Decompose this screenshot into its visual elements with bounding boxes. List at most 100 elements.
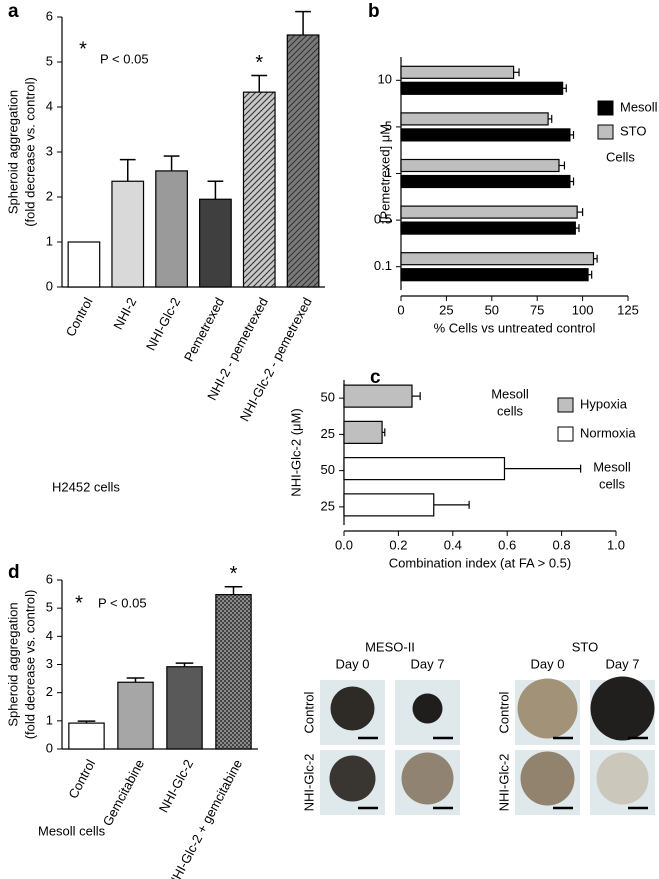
p-value: P < 0.05 xyxy=(98,595,147,610)
row-label: Control xyxy=(496,691,511,733)
annotation: cells xyxy=(497,403,524,418)
significance-star: * xyxy=(79,38,87,60)
x-tick-label: NHI-Glc-2 xyxy=(156,757,196,815)
significance-star: * xyxy=(299,0,307,10)
spheroid xyxy=(412,693,443,724)
significance-star: * xyxy=(255,52,263,74)
x-tick-label: NHI-Glc-2 xyxy=(143,295,183,353)
x-tick-label: NHI-2 xyxy=(110,295,139,332)
bar xyxy=(400,268,589,282)
bar xyxy=(343,420,383,444)
row-label: NHI-Glc-2 xyxy=(496,754,511,812)
group-title: MESO-II xyxy=(365,639,415,654)
panel-letter: c xyxy=(370,367,381,388)
day-label: Day 0 xyxy=(336,656,370,671)
y-tick-label: 25 xyxy=(321,426,335,441)
y-tick-label: 50 xyxy=(321,462,335,477)
bar xyxy=(400,81,564,95)
x-tick-label: 0.4 xyxy=(444,537,462,552)
x-tick-label: 25 xyxy=(439,302,453,317)
x-tick-label: 100 xyxy=(572,302,594,317)
bar xyxy=(343,493,435,517)
day-label: Day 7 xyxy=(606,656,640,671)
y-axis-label: Spheroid aggregation xyxy=(5,602,20,726)
y-tick-label: 0 xyxy=(46,278,53,293)
legend-swatch xyxy=(557,397,574,413)
x-tick-label: 125 xyxy=(617,302,639,317)
x-tick-label: 0 xyxy=(397,302,404,317)
y-tick-label: 0 xyxy=(46,740,53,755)
y-axis-label: Spheroid aggregation xyxy=(5,90,20,214)
bar xyxy=(400,174,571,189)
y-axis-label: (fold decrease vs. control) xyxy=(22,590,37,740)
x-tick-label: 0.2 xyxy=(389,537,407,552)
y-tick-label: 10 xyxy=(378,72,392,87)
x-tick-label: Gemcitabine xyxy=(100,757,148,828)
legend-swatch xyxy=(597,124,614,140)
bar xyxy=(166,666,203,750)
x-tick-label: 0.6 xyxy=(498,537,516,552)
y-tick-label: 2 xyxy=(46,188,53,203)
cell-line-label: H2452 cells xyxy=(52,479,120,494)
day-label: Day 7 xyxy=(411,656,445,671)
day-label: Day 0 xyxy=(531,656,565,671)
y-axis-label: [Pemetrexed] μM xyxy=(377,124,392,223)
y-tick-label: 2 xyxy=(46,684,53,699)
y-tick-label: 5 xyxy=(385,118,392,133)
bar xyxy=(286,34,320,288)
bar xyxy=(215,594,252,750)
group-title: STO xyxy=(572,639,599,654)
bar xyxy=(400,112,549,126)
bar xyxy=(343,384,413,408)
y-tick-label: 4 xyxy=(46,98,53,113)
p-value: P < 0.05 xyxy=(100,51,149,66)
bar xyxy=(199,198,232,288)
bar xyxy=(400,65,515,79)
bar xyxy=(400,128,571,142)
y-axis-label: (fold decrease vs. control) xyxy=(22,77,37,227)
spheroid xyxy=(330,686,375,731)
panel-letter: d xyxy=(8,562,20,583)
legend-swatch xyxy=(557,426,574,442)
legend-swatch xyxy=(597,100,614,116)
x-tick-label: Control xyxy=(65,757,98,801)
spheroid xyxy=(329,755,376,802)
legend-label: STO xyxy=(620,123,647,138)
x-tick-label: 0.0 xyxy=(335,537,353,552)
x-tick-label: 0.8 xyxy=(553,537,571,552)
y-tick-label: 6 xyxy=(46,8,53,23)
y-tick-label: 6 xyxy=(46,571,53,586)
y-axis-label: NHI-Glc-2 (μM) xyxy=(288,408,303,496)
y-tick-label: 1 xyxy=(46,233,53,248)
y-tick-label: 3 xyxy=(46,143,53,158)
x-axis-label: % Cells vs untreated control xyxy=(434,320,596,335)
spheroid xyxy=(517,678,578,739)
spheroid xyxy=(520,751,575,806)
annotation: cells xyxy=(599,476,626,491)
x-tick-label: 1.0 xyxy=(607,537,625,552)
x-tick-label: 50 xyxy=(485,302,499,317)
panel-letter: b xyxy=(368,1,380,22)
bar xyxy=(343,457,506,481)
cell-line-label: Mesoll cells xyxy=(38,823,106,838)
x-tick-label: Control xyxy=(63,295,96,339)
y-tick-label: 0.1 xyxy=(374,258,392,273)
significance-star: * xyxy=(75,592,83,614)
bar xyxy=(242,91,276,288)
legend-label: Mesoll xyxy=(620,99,658,114)
annotation: Mesoll xyxy=(593,459,631,474)
row-label: NHI-Glc-2 xyxy=(301,754,316,812)
bar xyxy=(111,180,145,288)
legend-title: Cells xyxy=(606,149,635,164)
y-tick-label: 1 xyxy=(46,712,53,727)
x-tick-label: Pemetrexed xyxy=(181,295,227,364)
bar xyxy=(155,170,188,288)
y-tick-label: 5 xyxy=(46,53,53,68)
bar xyxy=(400,221,576,235)
legend-label: Hypoxia xyxy=(580,396,628,411)
bar xyxy=(400,205,578,219)
y-tick-label: 25 xyxy=(321,498,335,513)
legend-label: Normoxia xyxy=(580,425,636,440)
annotation: Mesoll xyxy=(491,386,529,401)
